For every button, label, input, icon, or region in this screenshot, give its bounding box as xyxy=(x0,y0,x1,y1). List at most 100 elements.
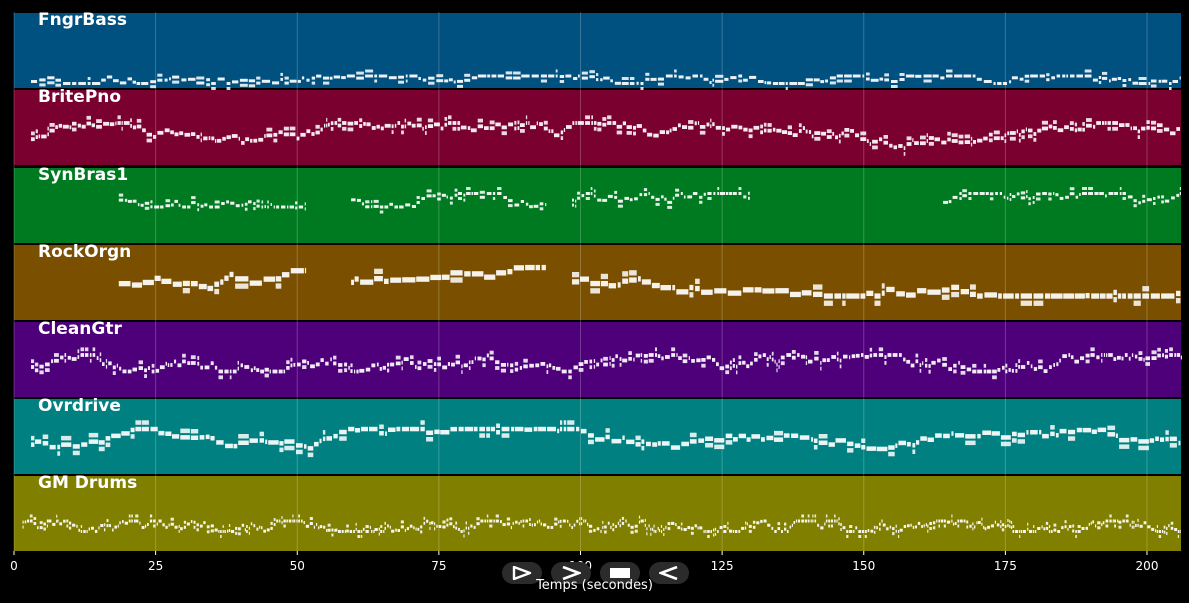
note xyxy=(164,78,168,82)
note xyxy=(295,206,298,210)
note xyxy=(179,131,184,136)
note xyxy=(1015,530,1019,533)
note xyxy=(298,519,300,523)
note xyxy=(184,132,191,137)
note xyxy=(719,526,723,529)
note xyxy=(207,285,214,292)
note xyxy=(1002,365,1005,370)
note xyxy=(433,368,437,372)
note xyxy=(477,118,483,123)
note xyxy=(507,269,513,275)
forward-button[interactable] xyxy=(551,562,591,584)
note xyxy=(165,525,168,529)
note xyxy=(304,207,306,211)
note xyxy=(69,125,72,130)
note xyxy=(211,82,216,85)
note xyxy=(482,357,486,362)
note xyxy=(266,127,273,132)
note xyxy=(500,520,502,524)
note xyxy=(715,79,724,83)
note xyxy=(814,356,819,361)
note xyxy=(1027,527,1029,531)
note xyxy=(1000,441,1011,447)
note xyxy=(689,292,694,298)
note xyxy=(486,426,490,432)
note xyxy=(178,203,181,207)
note xyxy=(823,293,833,299)
note xyxy=(199,524,203,528)
note xyxy=(492,197,496,200)
note xyxy=(1036,192,1041,196)
note xyxy=(359,368,365,373)
note xyxy=(457,121,461,125)
note xyxy=(72,450,80,456)
note xyxy=(256,204,260,208)
note xyxy=(162,523,165,527)
note xyxy=(1176,127,1180,131)
note xyxy=(1039,429,1042,435)
note xyxy=(1003,293,1014,299)
note xyxy=(851,354,856,359)
note xyxy=(302,359,307,364)
note xyxy=(1029,530,1033,533)
note xyxy=(239,83,248,87)
note xyxy=(284,76,289,80)
note xyxy=(479,433,485,438)
note xyxy=(672,127,677,131)
note xyxy=(196,528,199,532)
note xyxy=(384,278,389,284)
note xyxy=(198,283,207,290)
note xyxy=(1111,77,1117,81)
track-label: Ovrdrive xyxy=(38,396,121,416)
note xyxy=(785,87,788,90)
note xyxy=(563,420,567,425)
note xyxy=(748,128,753,133)
note xyxy=(214,281,220,287)
note xyxy=(39,83,46,87)
note xyxy=(627,523,630,527)
note xyxy=(1048,525,1051,528)
note xyxy=(600,530,602,533)
note xyxy=(47,132,49,137)
note xyxy=(1169,82,1172,85)
note xyxy=(657,77,664,81)
note xyxy=(612,121,617,125)
note xyxy=(253,207,256,211)
note xyxy=(77,355,80,359)
note xyxy=(892,353,898,357)
note xyxy=(738,355,742,360)
note xyxy=(98,446,105,452)
note xyxy=(655,197,660,201)
play-button[interactable] xyxy=(502,562,542,584)
note xyxy=(442,520,446,524)
note xyxy=(546,370,549,374)
note xyxy=(146,132,152,137)
note xyxy=(748,524,752,528)
note xyxy=(741,526,745,530)
back-button[interactable] xyxy=(649,562,689,584)
note xyxy=(497,74,504,78)
note xyxy=(825,79,828,83)
note xyxy=(825,519,828,523)
note xyxy=(717,192,720,195)
note xyxy=(813,438,818,443)
note xyxy=(521,74,530,78)
note xyxy=(825,514,828,518)
note xyxy=(239,78,248,82)
note xyxy=(525,202,529,206)
note xyxy=(638,515,641,519)
note xyxy=(315,362,320,367)
note xyxy=(211,136,215,141)
note xyxy=(862,74,865,78)
note xyxy=(423,362,427,366)
note xyxy=(576,426,580,432)
note xyxy=(663,533,665,536)
note xyxy=(395,361,401,366)
note xyxy=(899,353,902,357)
note xyxy=(839,358,842,363)
stop-button[interactable] xyxy=(600,562,640,584)
note xyxy=(559,519,562,523)
note xyxy=(583,519,585,523)
note xyxy=(714,527,717,531)
note xyxy=(361,535,363,538)
